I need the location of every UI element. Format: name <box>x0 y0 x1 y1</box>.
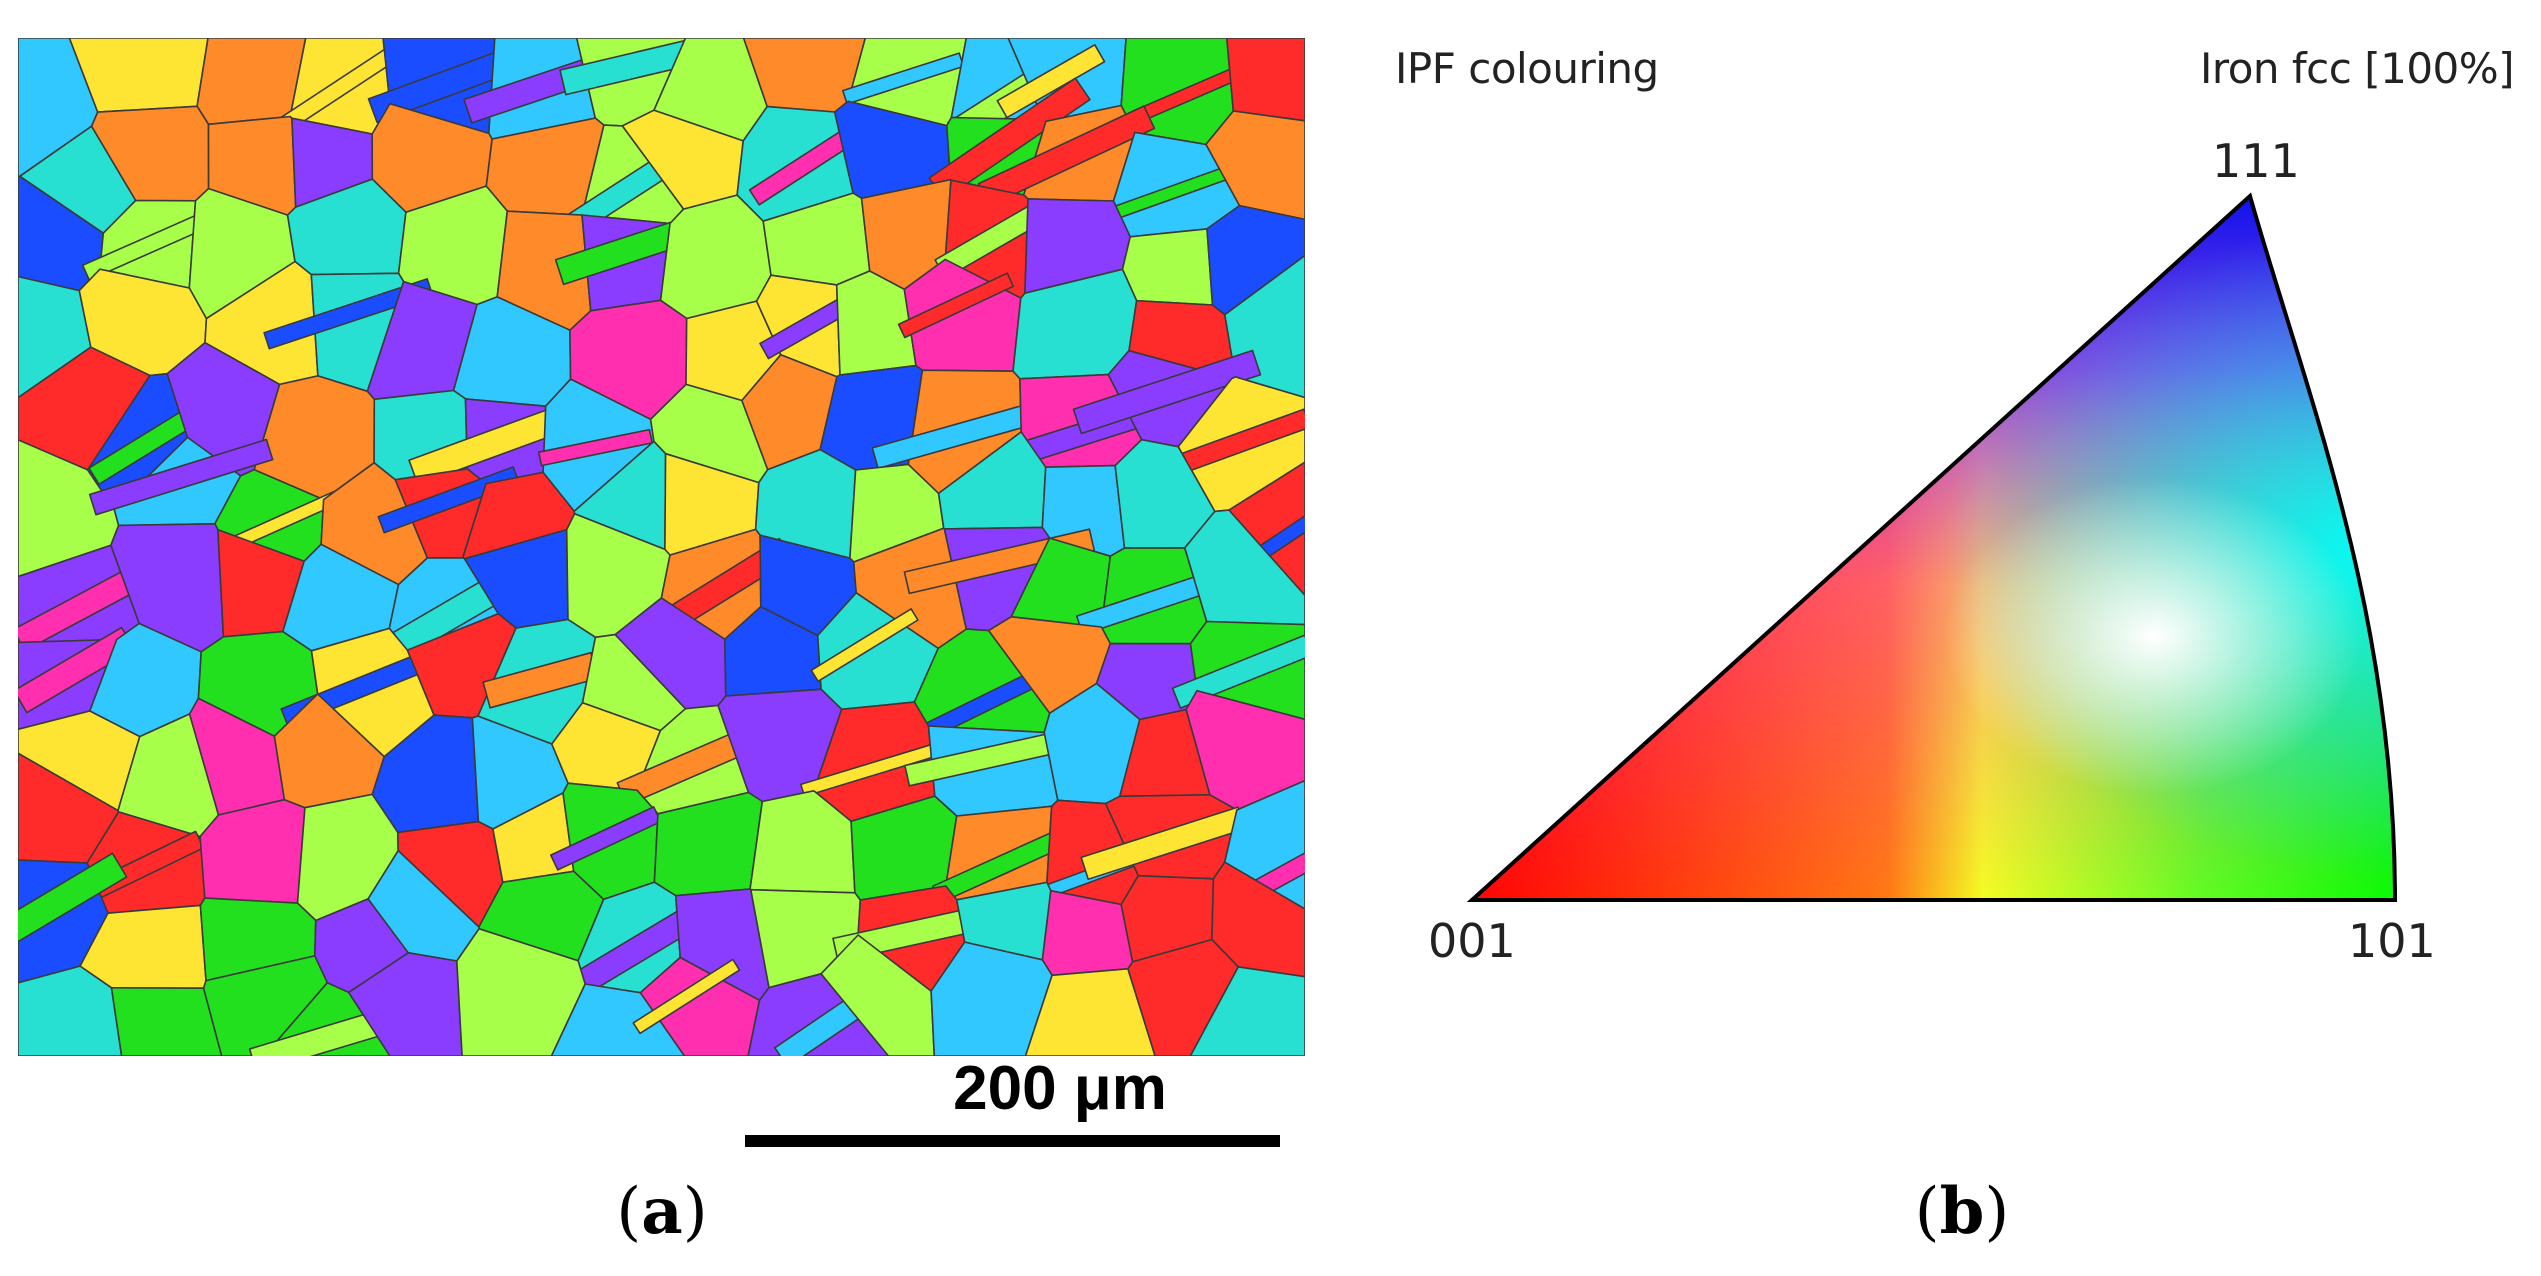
twin-lamella <box>263 278 434 350</box>
twin-lamella <box>1171 634 1305 709</box>
scale-bar <box>745 1135 1280 1147</box>
grain <box>1041 889 1134 977</box>
ebsd-grain-map <box>18 38 1305 1056</box>
ebsd-orientation-map-panel <box>18 38 1305 1056</box>
twin-lamella <box>632 958 741 1035</box>
twin-lamella <box>1080 806 1246 881</box>
grain <box>1189 966 1305 1056</box>
twin-lamella <box>897 272 1015 339</box>
panel-a-label-open: ( <box>616 1175 642 1249</box>
twin-lamella <box>377 466 520 534</box>
pole-label-111: 111 <box>2212 134 2300 188</box>
ipf-triangle-outline <box>1466 192 2398 902</box>
panel-b-label-close: ) <box>1984 1175 2010 1249</box>
grain <box>1184 509 1305 626</box>
panel-b-label-open: ( <box>1914 1175 1940 1249</box>
twin-lamella <box>810 608 919 683</box>
twin-lamella <box>549 806 662 871</box>
twin-lamella <box>1072 349 1262 435</box>
panel-a-label-letter: a <box>641 1174 683 1249</box>
twin-lamella <box>482 651 599 709</box>
grain <box>110 986 223 1056</box>
grain <box>1121 228 1214 306</box>
panel-b-label-letter: b <box>1939 1174 1985 1249</box>
panel-a-label-close: ) <box>682 1175 708 1249</box>
twin-lamella <box>559 38 713 96</box>
scale-bar-label: 200 μm <box>953 1054 1167 1123</box>
ipf-title: IPF colouring <box>1395 44 1659 93</box>
twin-lamella <box>18 626 136 714</box>
pole-label-101: 101 <box>2348 914 2436 968</box>
grain <box>1226 38 1305 122</box>
pole-label-001: 001 <box>1428 914 1516 968</box>
twin-lamella <box>537 428 654 467</box>
twin-lamella <box>18 852 128 943</box>
panel-a-label: (a) <box>582 1172 742 1252</box>
panel-b-label: (b) <box>1882 1172 2042 1252</box>
twin-lamella <box>88 438 274 516</box>
ipf-color-fill <box>1472 196 2395 900</box>
twin-lamella <box>841 52 965 105</box>
ipf-color-key-triangle <box>1466 192 2398 902</box>
grain <box>1205 110 1305 221</box>
ipf-phase-label: Iron fcc [100%] <box>2200 44 2515 93</box>
